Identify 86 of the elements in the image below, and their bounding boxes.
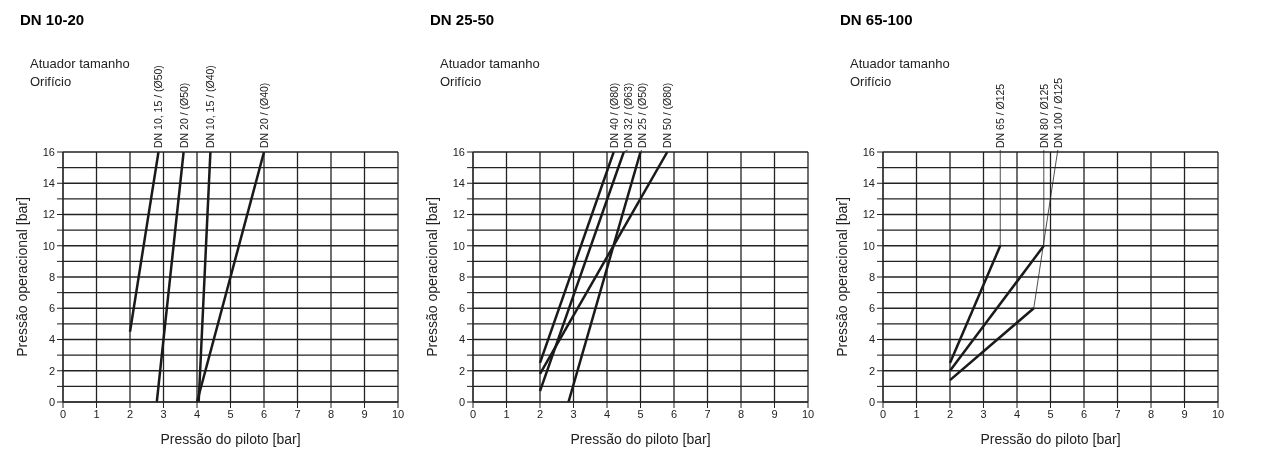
x-tick-label: 9 (361, 407, 368, 420)
text: DN 32 / (Ø63) (621, 82, 634, 148)
chart-title: DN 65-100 (839, 10, 914, 30)
text: Atuador tamanho (440, 56, 540, 71)
x-tick-label: 0 (879, 407, 887, 420)
y-tick-label: 2 (458, 364, 465, 377)
y-tick-label: 16 (42, 145, 55, 158)
y-axis-title: Pressão operacional [bar] (833, 197, 850, 357)
x-tick-label: 10 (1211, 407, 1225, 420)
text: DN 20 / (Ø50) (177, 82, 190, 148)
y-tick-label: 16 (452, 145, 465, 158)
x-tick-label: 10 (801, 407, 815, 420)
x-tick-label: 7 (704, 407, 711, 420)
y-tick-label: 2 (868, 364, 875, 377)
y-tick-label: 14 (42, 177, 55, 190)
text: Atuador tamanho (850, 56, 950, 71)
y-tick-label: 2 (48, 364, 55, 377)
y-tick-label: 6 (458, 302, 465, 315)
text: DN 80 / Ø125 (1037, 83, 1050, 148)
x-tick-label: 9 (1181, 407, 1188, 420)
x-tick-label: 9 (771, 407, 778, 420)
text: DN 10, 15 / (Ø50) (152, 65, 165, 148)
y-tick-label: 0 (48, 395, 55, 408)
x-tick-label: 4 (1013, 407, 1021, 420)
text: DN 100 / Ø125 (1051, 77, 1064, 148)
y-tick-label: 8 (48, 270, 55, 283)
y-tick-label: 0 (458, 395, 465, 408)
text: DN 10, 15 / (Ø40) (204, 65, 217, 148)
y-tick-label: 6 (48, 302, 55, 315)
y-tick-label: 6 (868, 302, 875, 315)
y-tick-label: 8 (458, 270, 465, 283)
x-tick-label: 2 (946, 407, 954, 420)
chart-title: DN 25-50 (429, 10, 496, 30)
text: Orifício (440, 74, 482, 89)
x-tick-label: 6 (1080, 407, 1088, 420)
x-tick-label: 3 (570, 407, 577, 420)
x-axis-title: Pressão do piloto [bar] (160, 431, 301, 447)
x-tick-label: 3 (160, 407, 167, 420)
x-tick-label: 8 (327, 407, 335, 420)
x-tick-label: 10 (391, 407, 405, 420)
text: DN 40 / (Ø80) (607, 82, 620, 148)
chart-title: DN 10-20 (19, 10, 86, 30)
x-axis-title: Pressão do piloto [bar] (570, 431, 711, 447)
y-tick-label: 12 (42, 208, 55, 221)
text: Orifício (850, 74, 892, 89)
x-tick-label: 7 (294, 407, 301, 420)
y-axis-title: Pressão operacional [bar] (13, 197, 30, 357)
x-tick-label: 4 (603, 407, 611, 420)
text: DN 50 / (Ø80) (661, 82, 674, 148)
x-tick-label: 4 (193, 407, 201, 420)
y-tick-label: 4 (48, 333, 55, 346)
x-tick-label: 8 (737, 407, 745, 420)
y-tick-label: 10 (42, 239, 55, 252)
y-tick-label: 0 (868, 395, 875, 408)
text: Atuador tamanho (30, 56, 130, 71)
text: DN 20 / (Ø40) (258, 82, 270, 148)
y-tick-label: 10 (862, 239, 875, 252)
text: Orifício (30, 74, 72, 89)
y-tick-label: 10 (452, 239, 465, 252)
x-tick-label: 6 (260, 407, 268, 420)
text: DN 25 / (Ø50) (635, 82, 648, 148)
y-tick-label: 12 (452, 208, 465, 221)
y-tick-label: 4 (868, 333, 875, 346)
x-tick-label: 5 (637, 407, 644, 420)
x-tick-label: 2 (536, 407, 544, 420)
x-tick-label: 1 (503, 407, 510, 420)
x-tick-label: 7 (1114, 407, 1121, 420)
x-tick-label: 3 (980, 407, 987, 420)
y-tick-label: 4 (458, 333, 465, 346)
x-axis-title: Pressão do piloto [bar] (980, 431, 1121, 447)
x-tick-label: 8 (1147, 407, 1155, 420)
y-tick-label: 14 (862, 177, 875, 190)
text: DN 65 / Ø125 (994, 83, 1007, 148)
x-tick-label: 1 (93, 407, 100, 420)
x-tick-label: 5 (227, 407, 234, 420)
x-tick-label: 1 (913, 407, 920, 420)
y-axis-title: Pressão operacional [bar] (423, 197, 440, 357)
y-tick-label: 14 (452, 177, 465, 190)
x-tick-label: 2 (126, 407, 134, 420)
y-tick-label: 16 (862, 145, 875, 158)
x-tick-label: 5 (1047, 407, 1054, 420)
x-tick-label: 0 (59, 407, 67, 420)
x-tick-label: 6 (670, 407, 678, 420)
y-tick-label: 12 (862, 208, 875, 221)
x-tick-label: 0 (469, 407, 477, 420)
y-tick-label: 8 (868, 270, 875, 283)
